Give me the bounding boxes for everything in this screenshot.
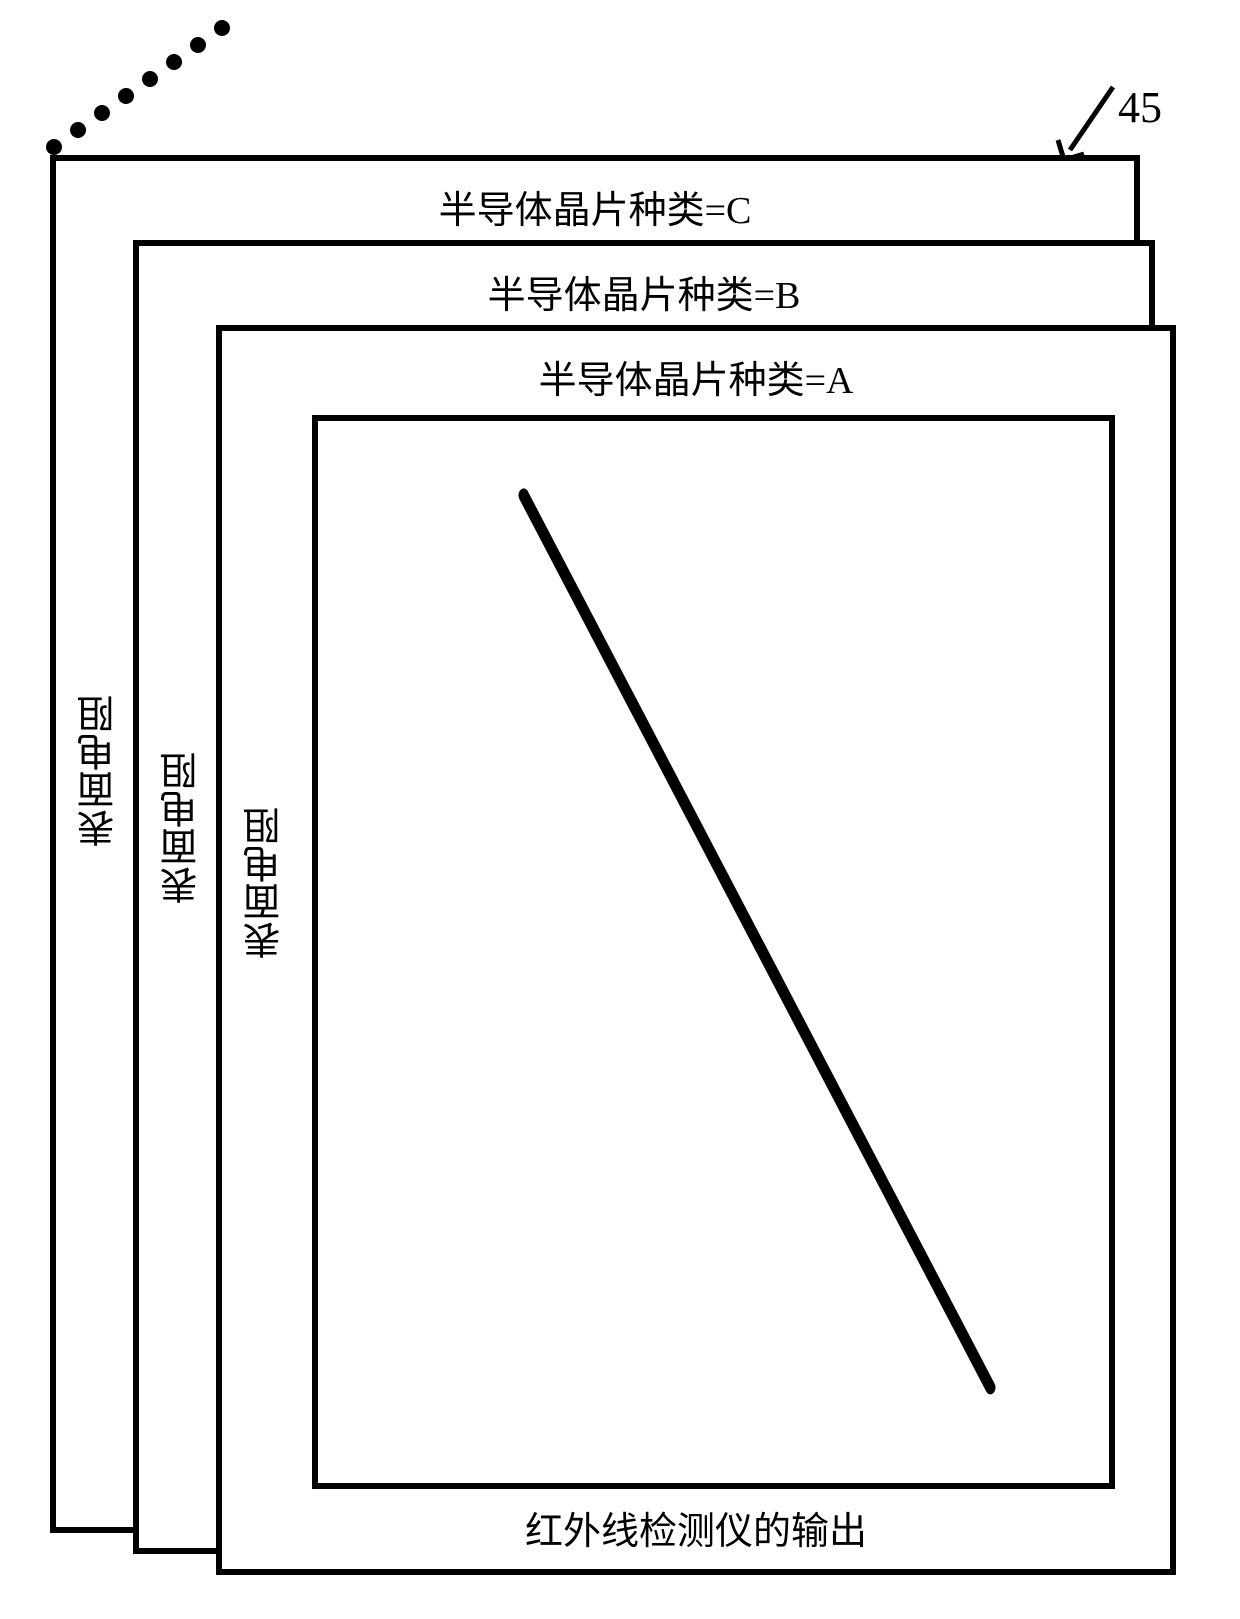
panel-b-title: 半导体晶片种类=B [139, 246, 1149, 319]
chart-line [524, 495, 991, 1387]
panel-a-line-chart [318, 421, 1109, 1483]
panel-c-title: 半导体晶片种类=C [56, 161, 1134, 234]
panel-a-plot-area [312, 415, 1115, 1489]
panel-a: 半导体晶片种类=A 表面电阻 红外线检测仪的输出 [216, 325, 1176, 1575]
panel-a-title: 半导体晶片种类=A [222, 331, 1170, 404]
panel-a-x-label: 红外线检测仪的输出 [222, 1500, 1170, 1555]
panel-c-y-label: 表面电阻 [72, 695, 127, 847]
panel-b-y-label: 表面电阻 [155, 752, 210, 904]
panel-a-y-label: 表面电阻 [238, 807, 293, 959]
